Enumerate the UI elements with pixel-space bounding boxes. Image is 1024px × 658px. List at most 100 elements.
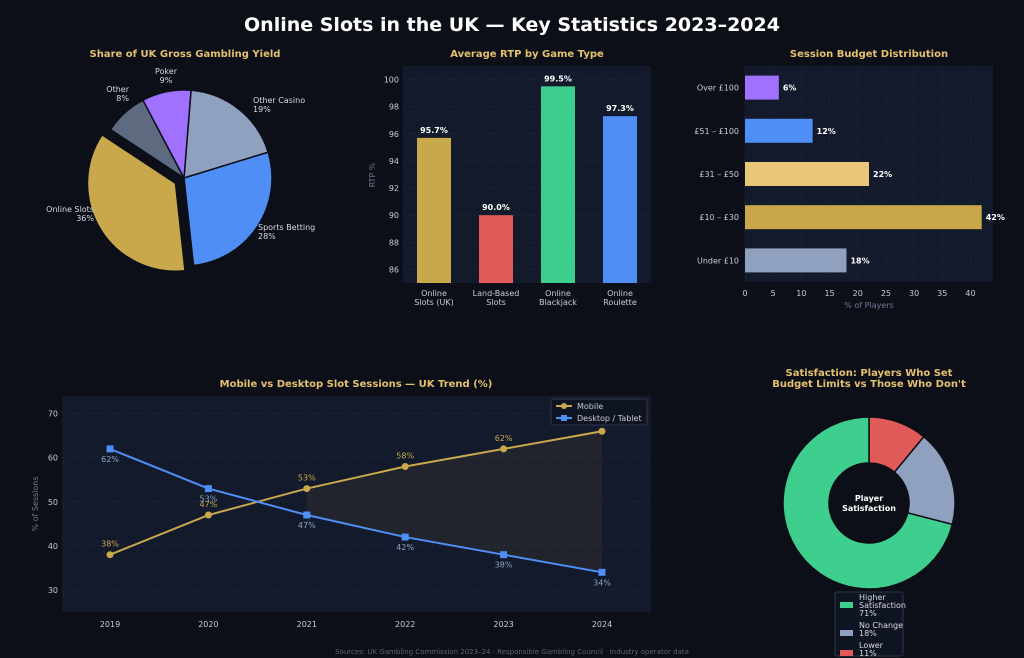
pie-value: 36% xyxy=(76,214,94,223)
rtp-x-tick: Online xyxy=(607,289,633,298)
rtp-y-tick: 100 xyxy=(384,76,399,85)
trend-plot-area xyxy=(62,396,651,612)
budget-bar xyxy=(745,248,847,273)
rtp-x-tick: Blackjack xyxy=(539,298,577,307)
trend-x-tick: 2023 xyxy=(493,620,513,629)
trend-x-tick: 2020 xyxy=(198,620,218,629)
legend-swatch xyxy=(840,602,853,608)
trend-value-label: 47% xyxy=(200,500,218,509)
budget-bar-value: 12% xyxy=(817,127,836,136)
page-title: Online Slots in the UK — Key Statistics … xyxy=(244,14,780,36)
satisfaction-legend xyxy=(834,591,904,657)
rtp-bar-value: 99.5% xyxy=(544,74,572,83)
rtp-bar xyxy=(417,137,451,283)
rtp-x-tick: Slots (UK) xyxy=(414,298,453,307)
trend-x-tick: 2019 xyxy=(100,620,120,629)
trend-value-label: 38% xyxy=(101,540,119,549)
pie-chart-title: Share of UK Gross Gambling Yield xyxy=(90,49,281,60)
budget-x-tick: 10 xyxy=(796,289,806,298)
rtp-x-tick: Slots xyxy=(486,298,506,307)
budget-x-tick: 5 xyxy=(771,289,776,298)
donut-hole xyxy=(830,464,908,542)
budget-y-tick: £10 – £30 xyxy=(699,213,739,222)
donut-center-label: Satisfaction xyxy=(842,504,896,513)
rtp-bar-value: 97.3% xyxy=(606,104,634,113)
rtp-y-axis-label: RTP % xyxy=(368,162,377,187)
budget-bar xyxy=(745,205,982,230)
budget-bar-value: 42% xyxy=(986,213,1005,222)
budget-y-tick: £31 – £50 xyxy=(699,170,739,179)
rtp-bar xyxy=(541,86,575,283)
legend-label: 71% xyxy=(859,609,877,618)
budget-bar-value: 22% xyxy=(873,170,892,179)
trend-point-desktop xyxy=(401,533,409,541)
rtp-bar-value: 95.7% xyxy=(420,126,448,135)
budget-bar-value: 18% xyxy=(850,256,869,265)
rtp-y-tick: 94 xyxy=(389,157,399,166)
budget-bar xyxy=(745,162,869,186)
trend-value-label: 47% xyxy=(298,521,316,530)
rtp-bar-value: 90.0% xyxy=(482,203,510,212)
legend-label: No Change xyxy=(859,621,903,630)
trend-y-tick: 70 xyxy=(48,410,58,419)
rtp-y-tick: 90 xyxy=(389,211,399,220)
legend-label: Mobile xyxy=(577,402,603,411)
budget-x-tick: 25 xyxy=(881,289,891,298)
rtp-chart-title: Average RTP by Game Type xyxy=(450,49,604,60)
trend-value-label: 62% xyxy=(495,434,513,443)
trend-value-label: 38% xyxy=(495,561,513,570)
trend-x-tick: 2022 xyxy=(395,620,415,629)
budget-y-tick: £51 – £100 xyxy=(694,127,739,136)
trend-line-mobile xyxy=(109,430,603,556)
rtp-y-tick: 92 xyxy=(389,184,399,193)
rtp-y-tick: 96 xyxy=(389,130,399,139)
legend-marker-desktop xyxy=(561,415,567,421)
rtp-bar xyxy=(479,215,513,283)
legend-label: Satisfaction xyxy=(859,601,906,610)
trend-point-mobile xyxy=(598,427,606,435)
trend-line-desktop xyxy=(109,447,603,574)
trend-value-label: 58% xyxy=(396,452,414,461)
pie-value: 8% xyxy=(116,94,129,103)
budget-x-tick: 20 xyxy=(853,289,863,298)
pie-label: Other xyxy=(106,85,129,94)
budget-x-tick: 40 xyxy=(965,289,975,298)
trend-y-tick: 40 xyxy=(48,542,58,551)
pie-value: 28% xyxy=(258,232,276,241)
trend-point-desktop xyxy=(106,445,114,453)
legend-marker-mobile xyxy=(561,403,567,409)
pie-value: 9% xyxy=(160,76,173,85)
rtp-bar xyxy=(603,116,637,284)
satisfaction-chart-title: Budget Limits vs Those Who Don't xyxy=(772,379,966,390)
trend-point-mobile xyxy=(500,445,508,453)
legend-label: 18% xyxy=(859,629,877,638)
trend-point-desktop xyxy=(303,511,311,519)
satisfaction-chart-title: Satisfaction: Players Who Set xyxy=(786,368,953,379)
trend-y-tick: 60 xyxy=(48,454,58,463)
sources-footer: Sources: UK Gambling Commission 2023–24 … xyxy=(335,648,689,656)
pie-slice-other-casino xyxy=(183,89,270,180)
rtp-x-tick: Online xyxy=(545,289,571,298)
rtp-y-tick: 86 xyxy=(389,265,399,274)
trend-value-label: 62% xyxy=(101,455,119,464)
trend-point-desktop xyxy=(500,551,508,559)
budget-x-tick: 35 xyxy=(937,289,947,298)
trend-point-desktop xyxy=(204,485,212,493)
ggy-pie xyxy=(86,89,273,272)
budget-x-tick: 15 xyxy=(824,289,834,298)
pie-slice-sports-betting xyxy=(183,151,273,267)
legend-label: 11% xyxy=(859,649,877,658)
trend-point-mobile xyxy=(106,551,114,559)
rtp-y-tick: 88 xyxy=(389,238,399,247)
trend-value-label: 53% xyxy=(298,474,316,483)
budget-y-tick: Under £10 xyxy=(697,256,739,265)
donut-center-label: Player xyxy=(855,494,883,503)
pie-label: Other Casino xyxy=(253,96,305,105)
trend-legend xyxy=(550,398,648,426)
trend-point-mobile xyxy=(204,511,212,519)
pie-label: Sports Betting xyxy=(258,223,315,232)
donut-slice-higher-satisfaction xyxy=(782,416,954,590)
pie-value: 19% xyxy=(253,105,271,114)
budget-x-tick: 30 xyxy=(909,289,919,298)
